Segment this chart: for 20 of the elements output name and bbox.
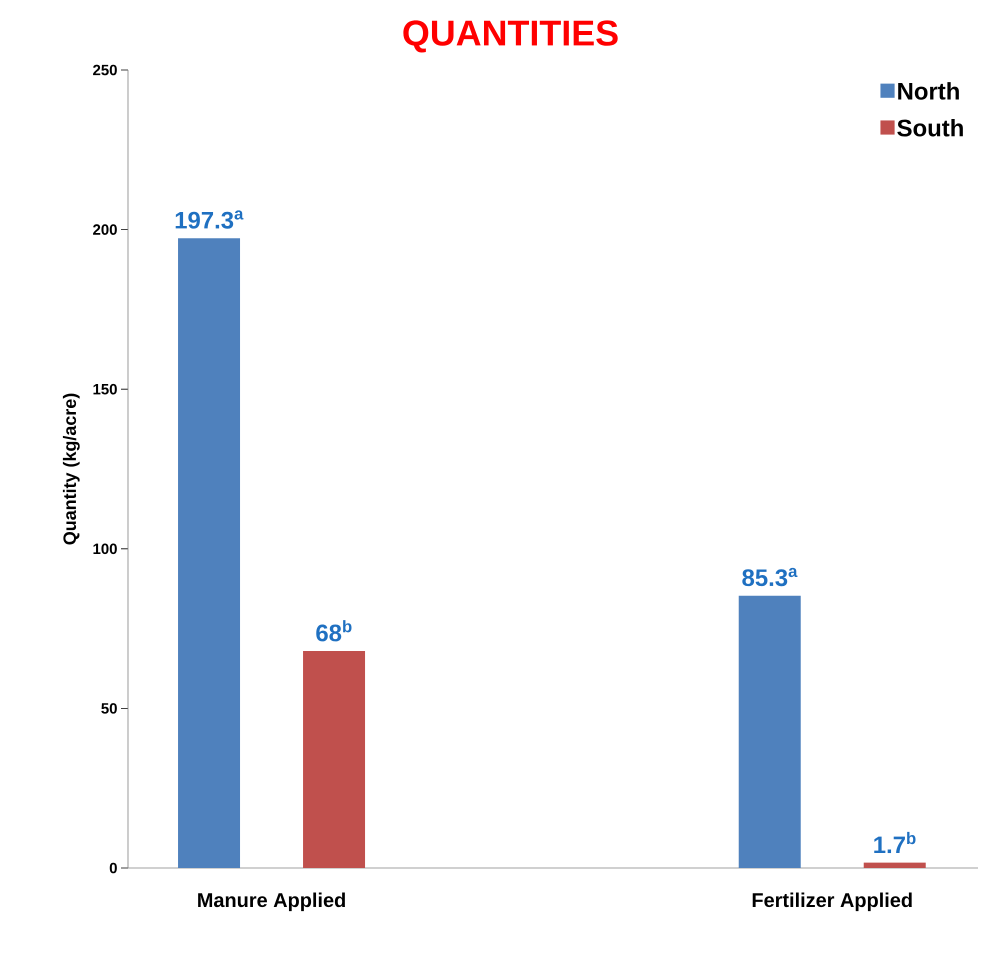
data-label: 197.3$^{a}$ [176,210,244,229]
y-axis-title: Quantity (kg/acre) [62,394,80,544]
y-tick-label: 100 [93,544,117,554]
bar [864,862,926,868]
x-tick-label: Fertilizer Applied [752,892,912,912]
y-tick-label: 150 [93,384,117,394]
x-tick-label: Manure Applied [198,892,345,912]
y-tick-label: 0 [110,862,117,874]
y-tick-label: 200 [93,224,117,235]
chart-title: QUANTITIES [403,20,618,52]
data-label: 68$^{b}$ [316,620,352,642]
bar [303,650,366,868]
legend-label: South [897,118,963,137]
y-tick-label: 50 [101,703,117,714]
data-label: 1.7$^{b}$ [874,832,916,854]
bar [738,596,801,868]
y-tick-label: 250 [93,64,117,76]
bar [178,238,240,868]
data-label: 85.3$^{a}$ [742,568,798,586]
legend-label: North [898,82,959,100]
